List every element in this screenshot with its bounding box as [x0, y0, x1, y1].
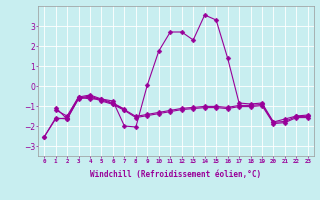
X-axis label: Windchill (Refroidissement éolien,°C): Windchill (Refroidissement éolien,°C) [91, 170, 261, 179]
